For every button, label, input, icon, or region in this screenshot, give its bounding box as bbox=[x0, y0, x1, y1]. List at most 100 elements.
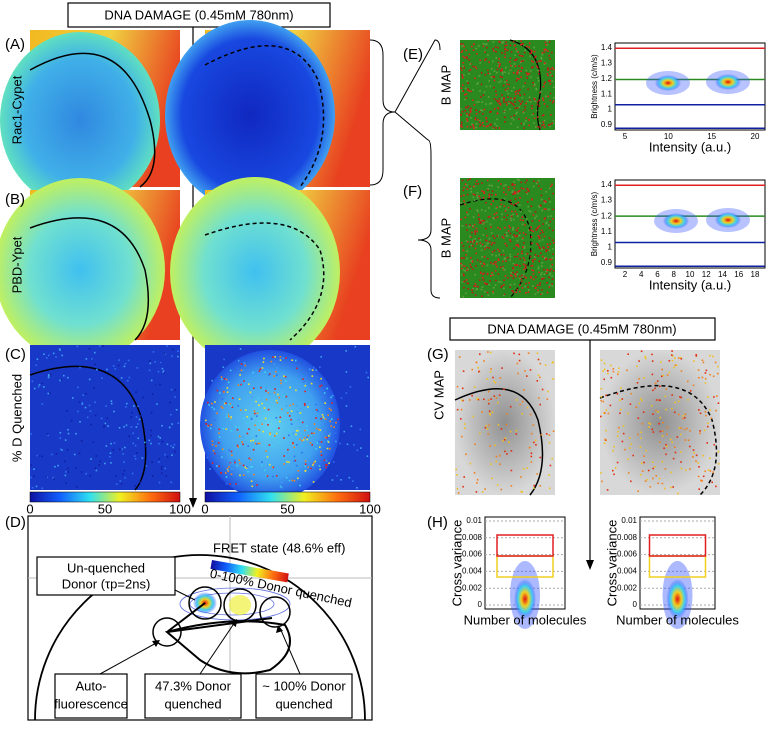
speckle bbox=[470, 260, 473, 262]
speckle bbox=[476, 397, 479, 400]
speckle bbox=[551, 275, 553, 277]
speckle bbox=[530, 49, 532, 51]
speckle bbox=[290, 418, 292, 421]
speckle bbox=[534, 98, 536, 101]
speckle bbox=[213, 408, 216, 410]
speckle bbox=[324, 402, 326, 404]
universal-circle bbox=[34, 554, 366, 720]
speckle bbox=[482, 196, 485, 199]
speckle bbox=[257, 442, 259, 445]
speckle bbox=[504, 233, 506, 236]
speckle bbox=[469, 126, 472, 128]
speckle bbox=[692, 449, 695, 451]
speckle bbox=[315, 417, 317, 419]
speckle bbox=[636, 382, 639, 384]
colorbar bbox=[29, 491, 181, 503]
speckle bbox=[311, 369, 314, 371]
speckle bbox=[464, 427, 466, 429]
speckle bbox=[166, 345, 168, 347]
side-label: B MAP bbox=[438, 65, 453, 105]
speckle bbox=[492, 235, 494, 237]
speckle bbox=[497, 424, 500, 426]
speckle bbox=[172, 446, 174, 449]
speckle bbox=[474, 273, 476, 276]
speckle bbox=[487, 72, 490, 75]
speckle bbox=[715, 485, 717, 488]
speckle bbox=[491, 477, 493, 480]
panel-label: (B) bbox=[5, 191, 25, 208]
speckle bbox=[503, 388, 505, 390]
speckle bbox=[537, 266, 540, 268]
speckle bbox=[551, 361, 554, 364]
speckle bbox=[524, 108, 526, 111]
speckle bbox=[47, 376, 50, 379]
speckle bbox=[469, 178, 471, 180]
speckle bbox=[311, 444, 313, 446]
speckle bbox=[697, 369, 700, 371]
speckle bbox=[494, 193, 497, 196]
speckle bbox=[496, 235, 498, 237]
speckle bbox=[76, 485, 78, 488]
speckle bbox=[276, 374, 278, 376]
speckle bbox=[497, 401, 499, 404]
speckle bbox=[464, 98, 466, 101]
speckle bbox=[548, 284, 551, 286]
speckle bbox=[545, 222, 547, 225]
speckle bbox=[221, 398, 224, 400]
speckle bbox=[546, 44, 549, 46]
speckle bbox=[60, 379, 63, 381]
speckle bbox=[100, 417, 103, 420]
speckle bbox=[261, 464, 263, 467]
speckle bbox=[461, 264, 463, 266]
speckle bbox=[462, 44, 464, 47]
speckle bbox=[315, 369, 318, 371]
speckle bbox=[527, 73, 529, 75]
speckle bbox=[521, 274, 523, 277]
speckle bbox=[256, 484, 258, 486]
speckle bbox=[510, 274, 512, 277]
speckle bbox=[503, 216, 505, 219]
speckle bbox=[542, 97, 544, 100]
speckle bbox=[495, 261, 497, 263]
speckle bbox=[486, 234, 488, 237]
speckle bbox=[490, 110, 492, 113]
speckle bbox=[473, 43, 475, 45]
speckle bbox=[132, 432, 134, 435]
speckle bbox=[242, 369, 245, 372]
speckle bbox=[519, 284, 521, 286]
speckle bbox=[487, 257, 489, 260]
speckle bbox=[227, 413, 229, 416]
speckle bbox=[506, 453, 508, 455]
y-tick-label: 1 bbox=[608, 105, 613, 114]
speckle bbox=[292, 443, 294, 445]
speckle bbox=[548, 276, 550, 279]
speckle bbox=[640, 474, 642, 476]
speckle bbox=[463, 200, 465, 202]
speckle bbox=[164, 467, 166, 470]
speckle bbox=[513, 181, 515, 183]
speckle bbox=[521, 223, 524, 226]
speckle bbox=[520, 55, 522, 57]
speckle bbox=[505, 101, 508, 104]
speckle bbox=[495, 207, 497, 210]
speckle bbox=[518, 234, 521, 237]
speckle bbox=[680, 427, 682, 429]
speckle bbox=[497, 46, 499, 49]
speckle bbox=[330, 409, 332, 411]
speckle bbox=[487, 54, 489, 56]
speckle bbox=[145, 465, 148, 467]
speckle bbox=[510, 97, 512, 100]
speckle bbox=[668, 360, 671, 362]
speckle bbox=[61, 449, 63, 451]
speckle bbox=[293, 455, 296, 458]
speckle bbox=[487, 294, 490, 297]
speckle bbox=[552, 122, 555, 125]
speckle bbox=[495, 263, 497, 266]
speckle bbox=[709, 409, 711, 411]
speckle bbox=[650, 405, 653, 407]
speckle bbox=[701, 359, 704, 362]
speckle bbox=[322, 416, 325, 418]
speckle bbox=[263, 412, 265, 415]
speckle bbox=[229, 444, 232, 446]
speckle bbox=[673, 411, 676, 414]
